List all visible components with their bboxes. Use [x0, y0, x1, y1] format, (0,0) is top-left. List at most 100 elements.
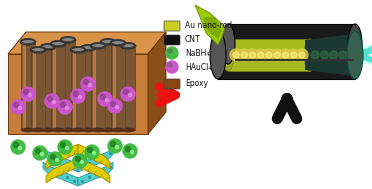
Polygon shape	[113, 42, 116, 130]
Circle shape	[125, 146, 131, 152]
FancyBboxPatch shape	[164, 21, 180, 31]
Ellipse shape	[61, 36, 75, 41]
FancyBboxPatch shape	[164, 79, 180, 89]
Polygon shape	[203, 17, 222, 39]
Polygon shape	[228, 24, 355, 64]
Circle shape	[128, 94, 131, 97]
Circle shape	[29, 94, 32, 97]
Circle shape	[52, 101, 55, 104]
Circle shape	[271, 49, 283, 61]
Polygon shape	[8, 54, 148, 134]
Circle shape	[296, 49, 308, 61]
Ellipse shape	[91, 43, 105, 47]
Circle shape	[98, 92, 112, 106]
Circle shape	[71, 89, 85, 103]
Polygon shape	[53, 43, 56, 130]
Polygon shape	[93, 45, 96, 130]
Polygon shape	[123, 45, 126, 130]
Circle shape	[58, 100, 72, 114]
Ellipse shape	[31, 46, 45, 51]
Circle shape	[76, 156, 80, 161]
Circle shape	[255, 49, 267, 61]
Ellipse shape	[347, 31, 363, 79]
Ellipse shape	[101, 128, 115, 132]
Polygon shape	[195, 5, 225, 45]
Circle shape	[45, 94, 59, 108]
Polygon shape	[111, 42, 125, 130]
Circle shape	[74, 91, 78, 97]
Circle shape	[89, 84, 92, 87]
Circle shape	[168, 63, 172, 67]
Circle shape	[83, 80, 89, 84]
Polygon shape	[61, 39, 75, 130]
Ellipse shape	[222, 39, 234, 71]
Ellipse shape	[304, 39, 316, 71]
Polygon shape	[121, 45, 135, 130]
Circle shape	[299, 52, 305, 58]
Polygon shape	[8, 32, 166, 54]
Circle shape	[233, 52, 239, 58]
Circle shape	[121, 87, 135, 101]
Circle shape	[13, 102, 19, 108]
Circle shape	[166, 47, 178, 59]
FancyBboxPatch shape	[164, 35, 180, 45]
Circle shape	[320, 51, 328, 59]
Polygon shape	[81, 47, 95, 130]
Ellipse shape	[21, 39, 35, 43]
Circle shape	[73, 154, 87, 168]
Circle shape	[106, 98, 109, 101]
Polygon shape	[21, 41, 35, 130]
Circle shape	[274, 52, 280, 58]
Circle shape	[85, 145, 99, 159]
Circle shape	[78, 95, 81, 98]
Polygon shape	[71, 49, 85, 130]
Ellipse shape	[348, 24, 362, 64]
Text: Epoxy: Epoxy	[185, 78, 208, 88]
Circle shape	[124, 90, 128, 94]
Circle shape	[11, 100, 25, 114]
Circle shape	[81, 77, 95, 91]
Circle shape	[110, 101, 115, 106]
Polygon shape	[78, 148, 113, 172]
Polygon shape	[360, 53, 372, 83]
Polygon shape	[78, 158, 110, 183]
Polygon shape	[78, 162, 113, 186]
Circle shape	[238, 49, 250, 61]
Circle shape	[19, 106, 22, 109]
Circle shape	[100, 94, 106, 99]
Ellipse shape	[101, 39, 115, 43]
Polygon shape	[91, 45, 105, 130]
Circle shape	[61, 143, 65, 147]
Text: HAuCl₄: HAuCl₄	[185, 63, 211, 71]
Ellipse shape	[41, 43, 55, 48]
Polygon shape	[23, 41, 26, 130]
Circle shape	[13, 143, 19, 147]
Polygon shape	[78, 144, 110, 169]
Ellipse shape	[51, 41, 65, 45]
Ellipse shape	[71, 46, 85, 51]
Polygon shape	[46, 144, 78, 169]
Circle shape	[115, 105, 119, 108]
Ellipse shape	[221, 24, 235, 64]
Circle shape	[282, 52, 289, 58]
Ellipse shape	[31, 128, 45, 132]
Ellipse shape	[81, 45, 95, 50]
Polygon shape	[83, 47, 86, 130]
Polygon shape	[63, 39, 66, 130]
Circle shape	[19, 146, 22, 149]
Ellipse shape	[111, 40, 125, 44]
Ellipse shape	[91, 128, 105, 132]
Text: NaBH₄: NaBH₄	[185, 49, 209, 57]
Circle shape	[258, 52, 264, 58]
Circle shape	[110, 142, 115, 146]
Circle shape	[108, 99, 122, 113]
Circle shape	[230, 49, 242, 61]
Circle shape	[93, 152, 96, 154]
Circle shape	[131, 150, 134, 153]
Circle shape	[35, 149, 41, 153]
Circle shape	[33, 146, 47, 160]
Circle shape	[61, 102, 65, 108]
Circle shape	[250, 52, 256, 58]
Ellipse shape	[71, 128, 85, 132]
Circle shape	[279, 49, 292, 61]
